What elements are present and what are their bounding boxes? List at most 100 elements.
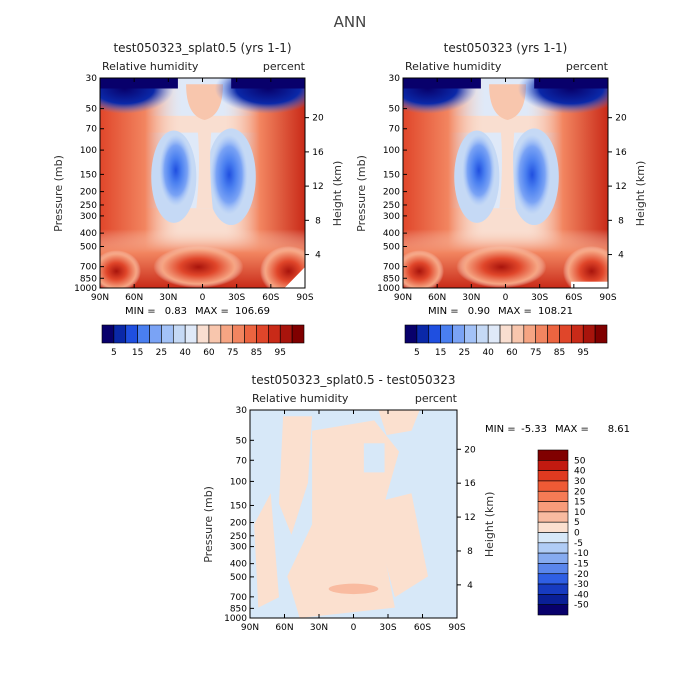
strat-top-south <box>534 78 608 89</box>
p-tick-label: 250 <box>80 201 97 211</box>
colorbar-swatch <box>535 324 548 344</box>
colorbar-label: 0 <box>574 529 580 539</box>
colorbar-swatch <box>537 583 569 595</box>
p-tick-label: 100 <box>230 477 247 487</box>
y2-axis-label: Height (km) <box>634 161 647 227</box>
colorbar-swatch <box>137 324 150 344</box>
colorbar-swatch <box>487 324 501 344</box>
colorbar-label: -50 <box>574 601 589 611</box>
x-tick-label: 90S <box>599 293 616 303</box>
max-label: MAX = <box>195 306 229 317</box>
h-tick-label: 16 <box>464 479 476 489</box>
p-tick-label: 400 <box>80 229 97 239</box>
colorbar-swatch <box>256 324 269 344</box>
h-tick-label: 16 <box>615 148 627 158</box>
colorbar-swatch <box>537 490 569 502</box>
colorbar-swatch <box>464 324 477 344</box>
colorbar-label: 30 <box>574 477 586 487</box>
x-tick-label: 60S <box>565 293 582 303</box>
min-value: -5.33 <box>521 424 547 435</box>
colorbar-label: -5 <box>574 539 583 549</box>
colorbar-swatch <box>537 449 569 461</box>
colorbar-swatch <box>537 604 569 616</box>
colorbar-label: 5 <box>574 518 580 528</box>
x-tick-label: 30N <box>462 293 480 303</box>
max-value: 106.69 <box>235 306 270 317</box>
x-tick-label: 30S <box>531 293 548 303</box>
below-surface <box>571 281 608 288</box>
h-tick-label: 12 <box>312 182 323 192</box>
south-surface <box>562 246 608 288</box>
contour-fill <box>403 78 608 288</box>
colorbar-label: -30 <box>574 580 589 590</box>
colorbar-swatch <box>279 324 293 344</box>
variable-label: Relative humidity <box>405 60 502 73</box>
panel-3: test050323_splat0.5 - test050323 Relative… <box>202 373 630 633</box>
colorbar-swatch <box>101 324 115 344</box>
colorbar-swatch <box>511 324 525 344</box>
p-tick-label: 200 <box>80 188 97 198</box>
h-tick-label: 12 <box>615 182 626 192</box>
tropical-column <box>194 103 215 209</box>
colorbar-swatch <box>291 324 305 344</box>
tropical-column <box>497 103 518 209</box>
colorbar-swatch <box>537 480 569 492</box>
p-tick-label: 50 <box>86 105 98 115</box>
colorbar-label: 40 <box>482 348 494 358</box>
colorbar-swatch <box>582 324 596 344</box>
p-tick-label: 100 <box>383 146 400 156</box>
p-tick-label: 700 <box>383 263 400 273</box>
colorbar-label: 5 <box>111 348 117 358</box>
positive-max-region <box>328 583 379 595</box>
p-tick-label: 50 <box>389 105 401 115</box>
h-tick-label: 20 <box>615 114 627 124</box>
h-tick-label: 4 <box>467 581 473 591</box>
x-tick-label: 90S <box>448 623 465 633</box>
tropical-tropopause <box>489 84 526 120</box>
colorbar-label: 75 <box>227 348 238 358</box>
x-tick-label: 90N <box>91 293 109 303</box>
x-tick-label: 90N <box>394 293 412 303</box>
p-tick-label: 850 <box>383 274 400 284</box>
panel-title: test050323_splat0.5 - test050323 <box>251 373 455 387</box>
tropics-surface <box>153 246 244 288</box>
p-tick-label: 200 <box>230 519 247 529</box>
min-label: MIN = <box>428 306 459 317</box>
colorbar-label: 15 <box>132 348 143 358</box>
x-tick-label: 60S <box>414 623 431 633</box>
colorbar-label: -15 <box>574 559 589 569</box>
x-tick-label: 30N <box>159 293 177 303</box>
colorbar-label: 40 <box>179 348 191 358</box>
colorbar-swatch <box>452 324 465 344</box>
colorbar-label: 60 <box>203 348 215 358</box>
p-tick-label: 150 <box>230 501 247 511</box>
colorbar-swatch <box>559 324 572 344</box>
colorbar-swatch <box>208 324 222 344</box>
variable-label: Relative humidity <box>102 60 199 73</box>
colorbar-label: 85 <box>554 348 565 358</box>
colorbar-swatch <box>523 324 537 344</box>
colorbar-swatch <box>499 324 513 344</box>
h-tick-label: 12 <box>464 513 475 523</box>
tropics-surface <box>456 246 547 288</box>
panel-title: test050323 (yrs 1-1) <box>444 41 568 55</box>
strat-top-north <box>403 78 481 89</box>
p-tick-label: 70 <box>236 456 248 466</box>
panel-2: test050323 (yrs 1-1) Relative humidity per… <box>355 41 647 358</box>
y2-axis-label: Height (km) <box>483 492 496 558</box>
colorbar-swatch <box>547 324 560 344</box>
p-tick-label: 850 <box>80 274 97 284</box>
positive-region-4 <box>378 410 420 435</box>
x-tick-label: 0 <box>503 293 509 303</box>
colorbar-swatch <box>537 460 569 471</box>
units-label: percent <box>566 60 609 73</box>
colorbar-label: 5 <box>414 348 420 358</box>
colorbar-swatch <box>161 324 174 344</box>
colorbar-swatch <box>125 324 138 344</box>
h-tick-label: 4 <box>315 251 321 261</box>
colorbar-swatch <box>428 324 441 344</box>
dry-north <box>462 134 496 207</box>
x-tick-label: 30S <box>228 293 245 303</box>
positive-region-2 <box>370 493 429 598</box>
colorbar-swatch <box>220 324 234 344</box>
